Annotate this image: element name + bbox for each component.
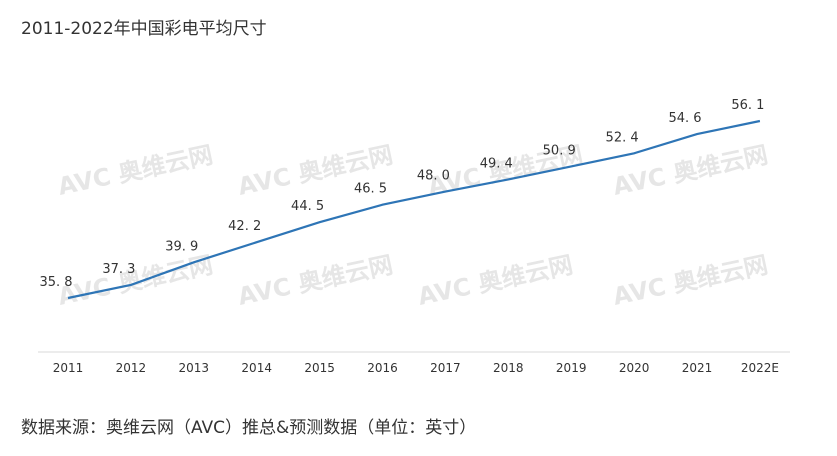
- data-label: 42. 2: [228, 219, 261, 234]
- watermarks: AVC 奥维云网 AVC 奥维云网 AVC 奥维云网 AVC 奥维云网 AVC 奥维云网…: [55, 141, 770, 311]
- x-tick-label: 2018: [493, 361, 524, 375]
- data-label: 39. 9: [165, 239, 198, 254]
- x-tick-label: 2016: [367, 361, 398, 375]
- x-tick-label: 2022E: [741, 361, 779, 375]
- x-tick-label: 2011: [53, 361, 84, 375]
- line-chart: AVC 奥维云网 AVC 奥维云网 AVC 奥维云网 AVC 奥维云网 AVC 奥维云网…: [38, 98, 790, 375]
- watermark: AVC 奥维云网: [610, 141, 770, 201]
- x-tick-label: 2021: [682, 361, 713, 375]
- watermark: AVC 奥维云网: [235, 251, 395, 311]
- x-tick-label: 2013: [179, 361, 210, 375]
- data-label: 56. 1: [731, 98, 764, 113]
- x-tick-label: 2015: [304, 361, 335, 375]
- source-note: 数据来源：奥维云网（AVC）推总&预测数据（单位：英寸）: [21, 418, 477, 438]
- x-tick-label: 2020: [619, 361, 650, 375]
- data-label: 37. 3: [102, 262, 135, 277]
- data-label: 35. 8: [39, 275, 72, 290]
- x-tick-label: 2017: [430, 361, 461, 375]
- watermark: AVC 奥维云网: [55, 251, 215, 311]
- data-label: 46. 5: [354, 182, 387, 197]
- data-label: 50. 9: [543, 143, 576, 158]
- data-label: 44. 5: [291, 199, 324, 214]
- data-label: 54. 6: [668, 111, 701, 126]
- watermark: AVC 奥维云网: [610, 251, 770, 311]
- x-tick-label: 2012: [116, 361, 147, 375]
- data-label: 48. 0: [417, 169, 450, 184]
- data-label: 49. 4: [480, 156, 513, 171]
- watermark: AVC 奥维云网: [55, 141, 215, 201]
- x-tick-label: 2019: [556, 361, 587, 375]
- watermark: AVC 奥维云网: [415, 251, 575, 311]
- data-label: 52. 4: [606, 130, 639, 145]
- x-tick-label: 2014: [241, 361, 272, 375]
- chart-title: 2011-2022年中国彩电平均尺寸: [21, 19, 267, 39]
- series-line: [67, 119, 761, 300]
